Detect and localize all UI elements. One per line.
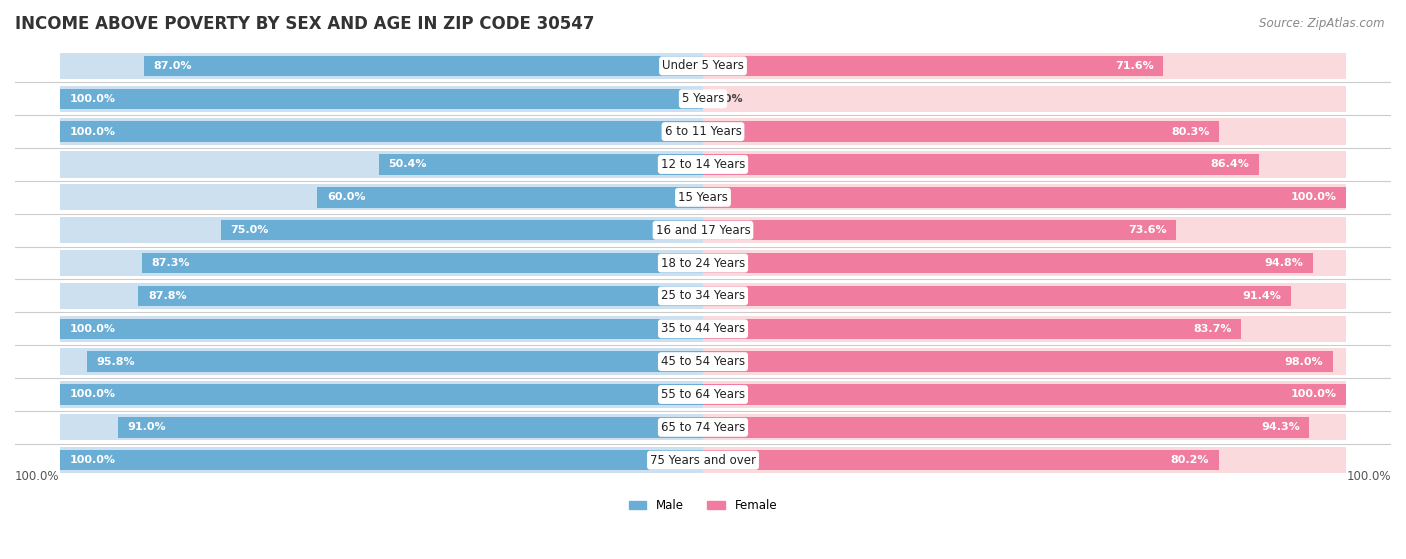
Bar — [60, 151, 703, 178]
Text: 83.7%: 83.7% — [1194, 324, 1232, 334]
Bar — [138, 286, 703, 306]
Bar — [142, 253, 703, 273]
Bar — [60, 414, 703, 440]
Text: 100.0%: 100.0% — [70, 94, 115, 104]
Text: 95.8%: 95.8% — [97, 357, 135, 367]
Bar — [703, 217, 1346, 243]
Bar — [703, 119, 1346, 145]
Bar — [87, 352, 703, 372]
Bar — [221, 220, 703, 240]
Text: Under 5 Years: Under 5 Years — [662, 59, 744, 73]
Text: 12 to 14 Years: 12 to 14 Years — [661, 158, 745, 171]
Text: 75 Years and over: 75 Years and over — [650, 454, 756, 467]
Bar — [703, 447, 1346, 473]
Bar — [703, 450, 1219, 471]
Bar — [60, 348, 703, 375]
Text: 75.0%: 75.0% — [231, 225, 269, 235]
Text: 18 to 24 Years: 18 to 24 Years — [661, 257, 745, 269]
Bar — [60, 319, 703, 339]
Bar — [60, 447, 703, 473]
Bar — [703, 381, 1346, 408]
Bar — [703, 184, 1346, 211]
Bar — [118, 417, 703, 438]
Text: 86.4%: 86.4% — [1211, 159, 1249, 169]
Text: 100.0%: 100.0% — [1291, 192, 1336, 202]
Bar — [60, 283, 703, 309]
Bar — [703, 151, 1346, 178]
Text: 100.0%: 100.0% — [1291, 390, 1336, 400]
Bar — [703, 220, 1177, 240]
Text: 60.0%: 60.0% — [326, 192, 366, 202]
Text: 15 Years: 15 Years — [678, 191, 728, 204]
Bar — [703, 250, 1346, 276]
Bar — [60, 121, 703, 142]
Legend: Male, Female: Male, Female — [624, 495, 782, 517]
Text: 98.0%: 98.0% — [1285, 357, 1323, 367]
Text: 80.2%: 80.2% — [1171, 455, 1209, 465]
Text: 73.6%: 73.6% — [1128, 225, 1167, 235]
Bar — [60, 217, 703, 243]
Bar — [60, 316, 703, 342]
Bar — [703, 414, 1346, 440]
Text: 0.0%: 0.0% — [713, 94, 744, 104]
Bar — [703, 319, 1241, 339]
Bar — [60, 119, 703, 145]
Bar — [60, 86, 703, 112]
Text: 87.3%: 87.3% — [152, 258, 190, 268]
Text: 94.3%: 94.3% — [1261, 423, 1299, 432]
Text: 80.3%: 80.3% — [1171, 126, 1209, 136]
Text: 87.0%: 87.0% — [153, 61, 191, 71]
Text: 87.8%: 87.8% — [148, 291, 187, 301]
Bar — [703, 187, 1346, 207]
Text: 100.0%: 100.0% — [15, 470, 59, 482]
Text: 100.0%: 100.0% — [1347, 470, 1391, 482]
Bar — [703, 384, 1346, 405]
Bar — [703, 352, 1333, 372]
Bar — [60, 53, 703, 79]
Text: 100.0%: 100.0% — [70, 324, 115, 334]
Text: INCOME ABOVE POVERTY BY SEX AND AGE IN ZIP CODE 30547: INCOME ABOVE POVERTY BY SEX AND AGE IN Z… — [15, 15, 595, 33]
Bar — [703, 417, 1309, 438]
Bar — [60, 88, 703, 109]
Bar — [60, 250, 703, 276]
Bar — [60, 450, 703, 471]
Text: 65 to 74 Years: 65 to 74 Years — [661, 421, 745, 434]
Bar — [703, 121, 1219, 142]
Text: 91.4%: 91.4% — [1241, 291, 1281, 301]
Text: 100.0%: 100.0% — [70, 455, 115, 465]
Text: 6 to 11 Years: 6 to 11 Years — [665, 125, 741, 138]
Bar — [703, 86, 1346, 112]
Bar — [703, 316, 1346, 342]
Bar — [60, 184, 703, 211]
Bar — [703, 283, 1346, 309]
Bar — [60, 384, 703, 405]
Text: 91.0%: 91.0% — [128, 423, 166, 432]
Text: 71.6%: 71.6% — [1115, 61, 1154, 71]
Bar — [703, 253, 1313, 273]
Bar — [318, 187, 703, 207]
Text: 5 Years: 5 Years — [682, 92, 724, 105]
Bar — [703, 154, 1258, 174]
Text: 100.0%: 100.0% — [70, 126, 115, 136]
Text: 55 to 64 Years: 55 to 64 Years — [661, 388, 745, 401]
Text: 45 to 54 Years: 45 to 54 Years — [661, 355, 745, 368]
Text: 94.8%: 94.8% — [1264, 258, 1303, 268]
Bar — [703, 286, 1291, 306]
Text: 35 to 44 Years: 35 to 44 Years — [661, 323, 745, 335]
Bar — [380, 154, 703, 174]
Text: Source: ZipAtlas.com: Source: ZipAtlas.com — [1260, 17, 1385, 30]
Text: 100.0%: 100.0% — [70, 390, 115, 400]
Text: 50.4%: 50.4% — [388, 159, 427, 169]
Bar — [60, 381, 703, 408]
Text: 16 and 17 Years: 16 and 17 Years — [655, 224, 751, 236]
Bar — [703, 56, 1163, 76]
Text: 25 to 34 Years: 25 to 34 Years — [661, 290, 745, 302]
Bar — [703, 348, 1346, 375]
Bar — [703, 53, 1346, 79]
Bar — [143, 56, 703, 76]
